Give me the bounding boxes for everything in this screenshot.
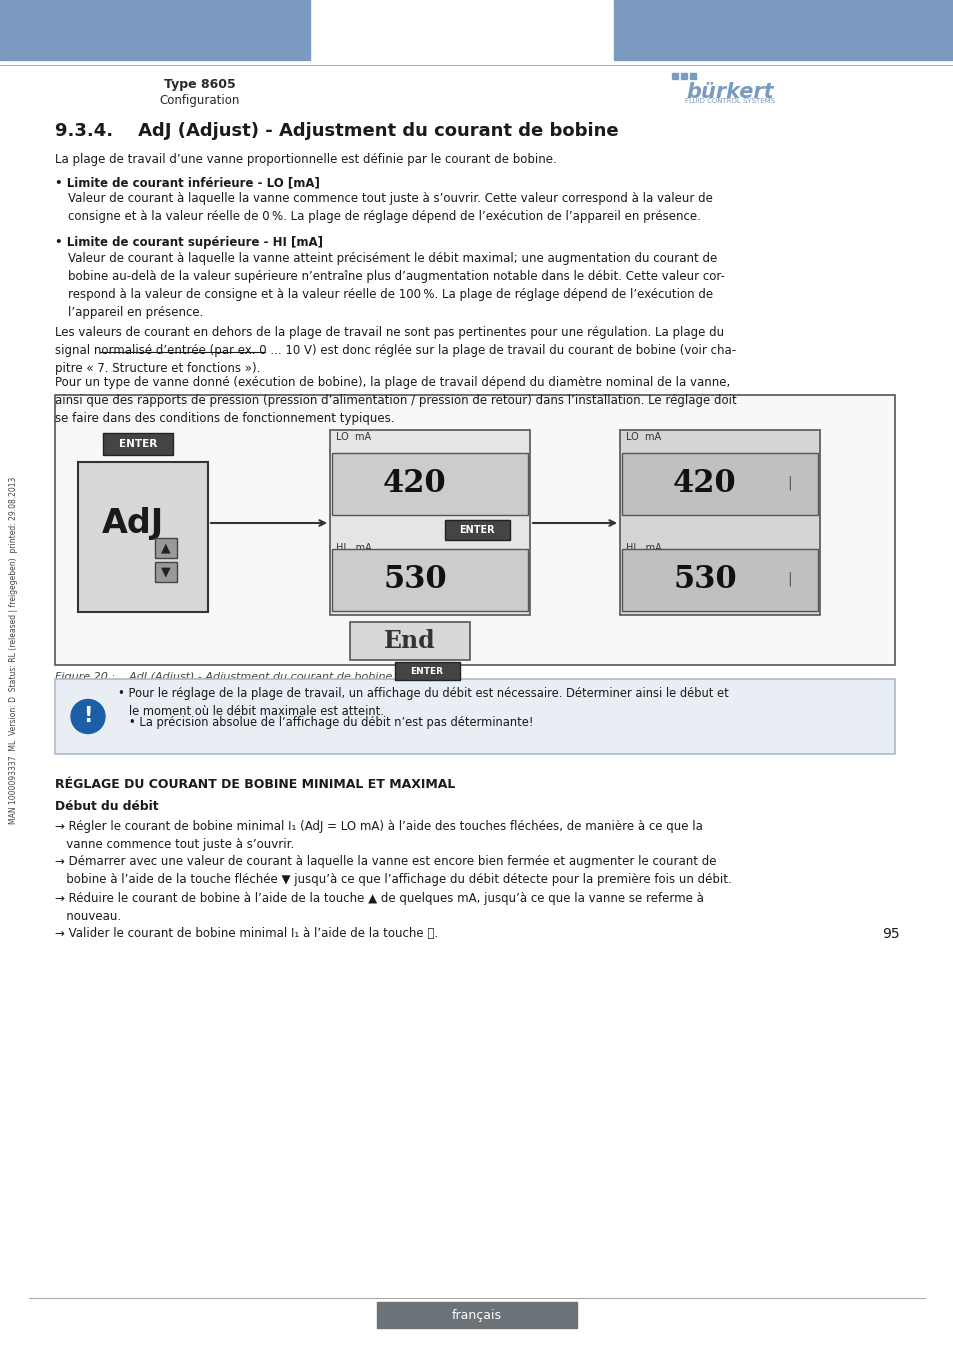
Text: 420: 420 bbox=[383, 467, 446, 498]
Text: ENTER: ENTER bbox=[458, 525, 495, 535]
Text: HI   mA: HI mA bbox=[625, 543, 661, 554]
Text: Figure 20 :    AdJ (Adjust) - Adjustment du courant de bobine: Figure 20 : AdJ (Adjust) - Adjustment du… bbox=[55, 672, 392, 682]
Bar bbox=[621, 454, 817, 514]
Text: ▼: ▼ bbox=[161, 566, 171, 579]
Text: → Valider le courant de bobine minimal I₁ à l’aide de la touche ⌸.: → Valider le courant de bobine minimal I… bbox=[55, 927, 437, 940]
Text: |: | bbox=[787, 572, 792, 586]
Text: → Démarrer avec une valeur de courant à laquelle la vanne est encore bien fermée: → Démarrer avec une valeur de courant à … bbox=[55, 855, 731, 886]
Text: • Limite de courant supérieure - HI [mA]: • Limite de courant supérieure - HI [mA] bbox=[55, 236, 323, 248]
Text: • Limite de courant inférieure - LO [mA]: • Limite de courant inférieure - LO [mA] bbox=[55, 176, 319, 189]
Bar bbox=[680, 73, 686, 80]
Text: Valeur de courant à laquelle la vanne atteint précisément le débit maximal; une : Valeur de courant à laquelle la vanne at… bbox=[68, 252, 724, 319]
Bar bbox=[330, 431, 530, 616]
Text: ENTER: ENTER bbox=[119, 439, 157, 450]
Text: AdJ: AdJ bbox=[102, 508, 164, 540]
Text: LO  mA: LO mA bbox=[625, 432, 660, 441]
Bar bbox=[78, 462, 208, 612]
Text: 530: 530 bbox=[383, 563, 446, 594]
Text: FLUID CONTROL SYSTEMS: FLUID CONTROL SYSTEMS bbox=[684, 99, 774, 104]
Bar bbox=[444, 520, 510, 540]
Bar bbox=[55, 396, 894, 666]
Text: • Pour le réglage de la plage de travail, un affichage du débit est nécessaire. : • Pour le réglage de la plage de travail… bbox=[118, 687, 728, 718]
Text: français: français bbox=[452, 1308, 501, 1322]
Text: ENTER: ENTER bbox=[410, 667, 443, 675]
Text: → Réduire le courant de bobine à l’aide de la touche ▲ de quelques mA, jusqu’à c: → Réduire le courant de bobine à l’aide … bbox=[55, 892, 703, 923]
Bar bbox=[103, 433, 172, 455]
Bar bbox=[154, 562, 177, 582]
Text: Pour un type de vanne donné (exécution de bobine), la plage de travail dépend du: Pour un type de vanne donné (exécution d… bbox=[55, 377, 736, 425]
Text: bürkert: bürkert bbox=[685, 82, 773, 103]
Bar bbox=[350, 622, 470, 660]
Text: Type 8605: Type 8605 bbox=[164, 78, 235, 90]
Text: • La précision absolue de l’affichage du débit n’est pas déterminante!: • La précision absolue de l’affichage du… bbox=[118, 716, 533, 729]
Text: Configuration: Configuration bbox=[160, 95, 240, 107]
Text: !: ! bbox=[83, 706, 92, 726]
Text: ▲: ▲ bbox=[161, 541, 171, 555]
Bar bbox=[332, 454, 527, 514]
Text: 95: 95 bbox=[882, 927, 899, 941]
Text: MAN 1000093337  ML  Version: D  Status: RL (released | freigegeben)  printed: 29: MAN 1000093337 ML Version: D Status: RL … bbox=[10, 477, 18, 824]
Bar bbox=[689, 73, 696, 80]
Bar bbox=[671, 73, 678, 80]
Circle shape bbox=[71, 699, 105, 733]
Text: 420: 420 bbox=[673, 467, 736, 498]
Bar bbox=[395, 662, 459, 680]
Text: 530: 530 bbox=[673, 563, 736, 594]
Text: RÉGLAGE DU COURANT DE BOBINE MINIMAL ET MAXIMAL: RÉGLAGE DU COURANT DE BOBINE MINIMAL ET … bbox=[55, 778, 455, 791]
Bar bbox=[376, 1301, 577, 1328]
Bar bbox=[621, 549, 817, 612]
Text: End: End bbox=[384, 629, 436, 653]
Text: Valeur de courant à laquelle la vanne commence tout juste à s’ouvrir. Cette vale: Valeur de courant à laquelle la vanne co… bbox=[68, 192, 712, 223]
Bar bbox=[154, 539, 177, 558]
Text: La plage de travail d’une vanne proportionnelle est définie par le courant de bo: La plage de travail d’une vanne proporti… bbox=[55, 153, 557, 166]
Bar bbox=[55, 679, 894, 755]
Text: Les valeurs de courant en dehors de la plage de travail ne sont pas pertinentes : Les valeurs de courant en dehors de la p… bbox=[55, 325, 736, 375]
Text: LO  mA: LO mA bbox=[335, 432, 371, 441]
Text: HI   mA: HI mA bbox=[335, 543, 372, 554]
Bar bbox=[0, 0, 310, 59]
Bar bbox=[614, 0, 953, 59]
Bar bbox=[619, 431, 820, 616]
Text: → Régler le courant de bobine minimal I₁ (AdJ = LO mA) à l’aide des touches fléc: → Régler le courant de bobine minimal I₁… bbox=[55, 819, 702, 850]
Text: Début du débit: Début du débit bbox=[55, 801, 158, 813]
Text: |: | bbox=[787, 475, 792, 490]
Text: 9.3.4.    AdJ (Adjust) - Adjustment du courant de bobine: 9.3.4. AdJ (Adjust) - Adjustment du cour… bbox=[55, 122, 618, 140]
Bar bbox=[332, 549, 527, 612]
